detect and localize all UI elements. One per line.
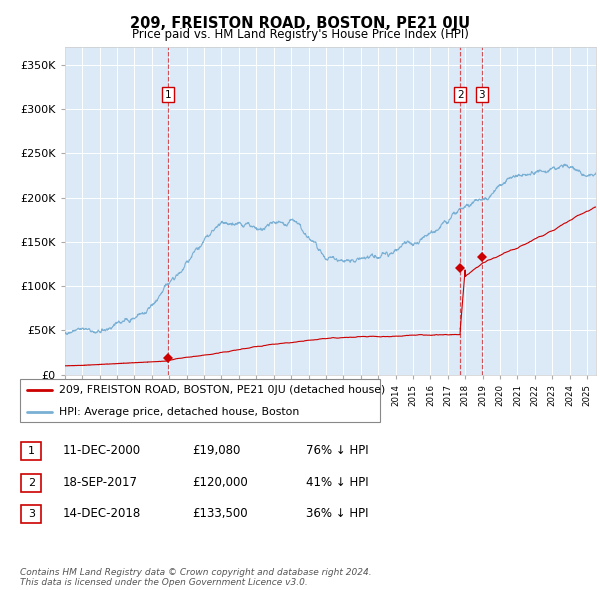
FancyBboxPatch shape [21,505,41,523]
Text: 36% ↓ HPI: 36% ↓ HPI [306,507,368,520]
FancyBboxPatch shape [21,474,41,491]
Text: £133,500: £133,500 [192,507,248,520]
Text: Price paid vs. HM Land Registry's House Price Index (HPI): Price paid vs. HM Land Registry's House … [131,28,469,41]
Text: 18-SEP-2017: 18-SEP-2017 [63,476,138,489]
Text: 2: 2 [28,478,35,487]
Text: 41% ↓ HPI: 41% ↓ HPI [306,476,368,489]
Text: 1: 1 [28,446,35,455]
FancyBboxPatch shape [21,442,41,460]
Text: 14-DEC-2018: 14-DEC-2018 [63,507,141,520]
Text: £19,080: £19,080 [192,444,241,457]
Text: 209, FREISTON ROAD, BOSTON, PE21 0JU (detached house): 209, FREISTON ROAD, BOSTON, PE21 0JU (de… [59,385,386,395]
Text: £120,000: £120,000 [192,476,248,489]
Text: 3: 3 [478,90,485,100]
Text: 2: 2 [457,90,463,100]
Text: 3: 3 [28,509,35,519]
Text: 76% ↓ HPI: 76% ↓ HPI [306,444,368,457]
Text: 11-DEC-2000: 11-DEC-2000 [63,444,141,457]
Text: HPI: Average price, detached house, Boston: HPI: Average price, detached house, Bost… [59,407,299,417]
FancyBboxPatch shape [20,379,380,422]
Text: 209, FREISTON ROAD, BOSTON, PE21 0JU: 209, FREISTON ROAD, BOSTON, PE21 0JU [130,16,470,31]
Text: Contains HM Land Registry data © Crown copyright and database right 2024.
This d: Contains HM Land Registry data © Crown c… [20,568,371,587]
Text: 1: 1 [165,90,172,100]
